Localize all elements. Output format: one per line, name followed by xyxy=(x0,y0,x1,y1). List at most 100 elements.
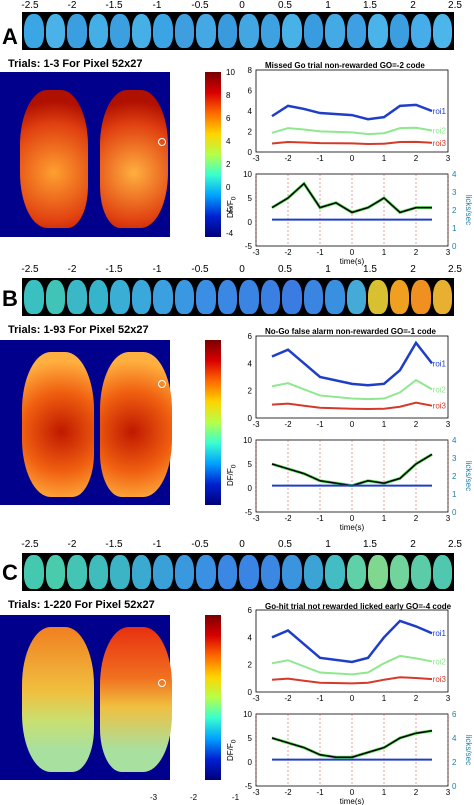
legend-label: roi3 xyxy=(433,139,447,148)
colorbar-label: DF/F0 xyxy=(226,464,238,486)
x-tick-label: -1 xyxy=(316,788,324,797)
brain-frame xyxy=(368,280,388,314)
legend-label: roi1 xyxy=(433,359,447,368)
brain-frame xyxy=(325,14,345,48)
right-tick-label: 3 xyxy=(452,454,457,463)
right-tick-label: 0 xyxy=(452,242,457,251)
frame-strip xyxy=(22,12,454,50)
strip-tick: -1.5 xyxy=(105,0,123,11)
brain-frame xyxy=(131,280,151,314)
right-axis-label: licks/sec xyxy=(464,461,473,491)
x-tick-label: -1 xyxy=(316,154,324,163)
brain-frame xyxy=(389,555,409,589)
y-tick-label: 0 xyxy=(248,688,253,697)
strip-tick: 2 xyxy=(410,539,416,550)
mean-trace xyxy=(271,182,432,214)
strip-tick: 1.5 xyxy=(363,0,377,11)
x-tick-label: 1 xyxy=(382,248,387,257)
mean-trace xyxy=(271,730,433,758)
y-tick-label: 0 xyxy=(248,414,253,423)
legend-label: roi2 xyxy=(433,657,447,666)
x-tick-label: -2 xyxy=(284,420,292,429)
brain-frame xyxy=(174,14,194,48)
strip-tick: -1 xyxy=(152,264,162,275)
strip-tick: -1.5 xyxy=(105,264,123,275)
right-tick-label: 2 xyxy=(452,206,457,215)
brain-frame xyxy=(325,280,345,314)
x-tick-label: -2 xyxy=(284,788,292,797)
brain-frame xyxy=(110,14,130,48)
roi3-trace xyxy=(271,401,433,410)
colorbar xyxy=(205,72,221,237)
right-tick-label: 0 xyxy=(452,508,457,517)
x-tick-label: 3 xyxy=(446,694,451,703)
brain-frame xyxy=(432,280,452,314)
plot-subtitle: No-Go false alarm non-rewarded GO=-1 cod… xyxy=(265,327,436,336)
strip-tick: 0.5 xyxy=(278,0,292,11)
strip-tick: -1 xyxy=(152,0,162,11)
strip-tick: 2.5 xyxy=(448,0,462,11)
panel-letter: B xyxy=(2,286,18,311)
x-tick-label: -3 xyxy=(252,420,260,429)
x-tick-label: -3 xyxy=(252,788,260,797)
brain-frame xyxy=(303,280,323,314)
frame-strip xyxy=(22,278,454,316)
strip-tick: 2.5 xyxy=(448,539,462,550)
strip-tick: 0.5 xyxy=(278,539,292,550)
brain-frame xyxy=(260,14,280,48)
brain-frame xyxy=(174,280,194,314)
roi2-trace xyxy=(271,126,433,136)
brain-frame xyxy=(45,555,65,589)
green-trace xyxy=(271,453,433,488)
bottom-plot-frame xyxy=(255,439,449,513)
strip-tick: -0.5 xyxy=(191,539,209,550)
x-tick-label: 0 xyxy=(350,420,355,429)
brain-frame xyxy=(346,14,366,48)
strip-tick: -1.5 xyxy=(105,539,123,550)
y-tick-label: 0 xyxy=(248,758,253,767)
footer-tick: -3 xyxy=(150,793,158,802)
right-tick-label: 4 xyxy=(452,734,457,743)
x-tick-label: 3 xyxy=(446,788,451,797)
y-tick-label: 2 xyxy=(248,128,253,137)
y-tick-label: 2 xyxy=(248,387,253,396)
x-axis-label: time(s) xyxy=(340,257,365,266)
y-tick-label: 6 xyxy=(248,87,253,96)
y-tick-label: -5 xyxy=(245,508,253,517)
y-tick-label: 4 xyxy=(248,633,253,642)
colorbar-tick: 2 xyxy=(226,160,231,169)
roi1-trace xyxy=(271,103,433,121)
brain-frame xyxy=(110,280,130,314)
plot-subtitle: Go-hit trial not rewarded licked early G… xyxy=(265,602,452,611)
strip-tick: -0.5 xyxy=(191,264,209,275)
brain-map xyxy=(0,615,172,780)
y-tick-label: 10 xyxy=(243,710,252,719)
brain-frame xyxy=(153,555,173,589)
y-tick-label: 6 xyxy=(248,332,253,341)
roi1-trace xyxy=(271,619,433,664)
x-tick-label: 2 xyxy=(414,248,419,257)
roi3-trace xyxy=(271,140,433,146)
x-tick-label: 1 xyxy=(382,694,387,703)
brain-map xyxy=(0,340,172,505)
brain-frame xyxy=(67,14,87,48)
right-tick-label: 6 xyxy=(452,710,457,719)
brain-frame xyxy=(239,14,259,48)
y-tick-label: 10 xyxy=(243,436,252,445)
brain-frame xyxy=(88,280,108,314)
strip-tick: 2 xyxy=(410,0,416,11)
right-axis-label: licks/sec xyxy=(464,195,473,225)
x-tick-label: -1 xyxy=(316,514,324,523)
brain-frame xyxy=(282,280,302,314)
brain-frame xyxy=(88,14,108,48)
y-tick-label: 0 xyxy=(248,218,253,227)
x-tick-label: 0 xyxy=(350,154,355,163)
colorbar-tick: -2 xyxy=(226,206,234,215)
trials-title: Trials: 1-220 For Pixel 52x27 xyxy=(8,599,155,611)
y-tick-label: 0 xyxy=(248,148,253,157)
strip-tick: -2.5 xyxy=(21,0,39,11)
top-plot-frame xyxy=(255,69,449,153)
right-tick-label: 3 xyxy=(452,188,457,197)
strip-tick: 0 xyxy=(239,264,245,275)
x-tick-label: 0 xyxy=(350,514,355,523)
